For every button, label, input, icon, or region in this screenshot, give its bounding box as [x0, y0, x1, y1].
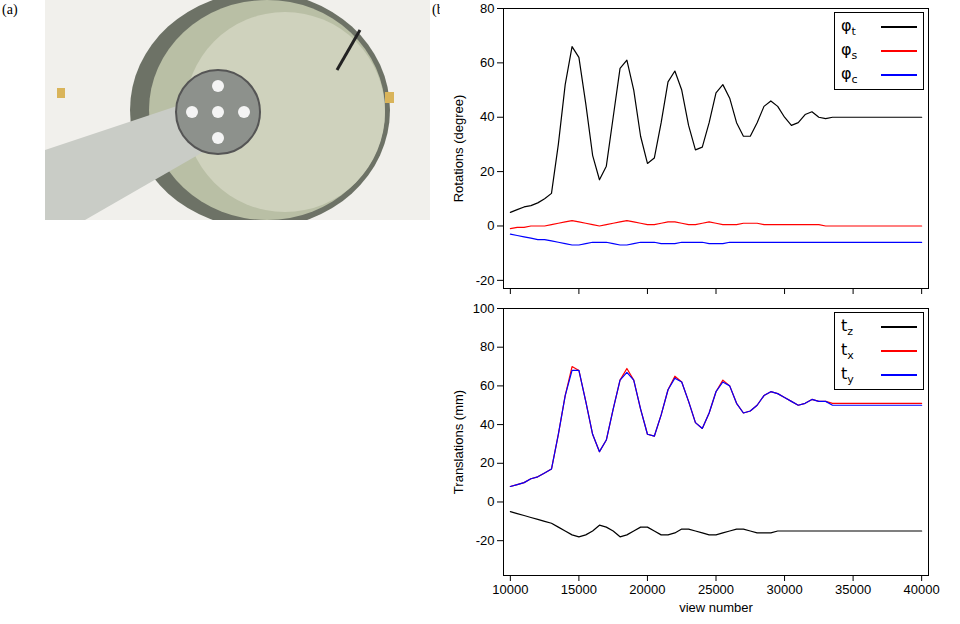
svg-text:40: 40	[480, 109, 494, 124]
html-text:φc: φc	[841, 63, 858, 87]
svg-text:0: 0	[487, 218, 494, 233]
html-text:tx: tx	[841, 339, 854, 363]
svg-text:80: 80	[480, 339, 494, 354]
svg-text:60: 60	[480, 55, 494, 70]
svg-text:25000: 25000	[698, 582, 734, 597]
svg-text:-20: -20	[476, 533, 495, 548]
html-text:(a): (a)	[2, 2, 18, 17]
html-text:φt: φt	[841, 15, 856, 39]
svg-text:35000: 35000	[835, 582, 871, 597]
svg-text:Rotations (degree): Rotations (degree)	[451, 95, 466, 203]
svg-text:-20: -20	[476, 273, 495, 288]
svg-text:Translations (mm): Translations (mm)	[451, 390, 466, 494]
svg-text:60: 60	[480, 378, 494, 393]
html-text:ty: ty	[841, 363, 854, 387]
svg-text:40000: 40000	[904, 582, 940, 597]
svg-text:80: 80	[480, 1, 494, 16]
svg-text:20000: 20000	[629, 582, 665, 597]
svg-text:20: 20	[480, 164, 494, 179]
svg-text:10000: 10000	[492, 582, 528, 597]
svg-text:30000: 30000	[766, 582, 802, 597]
html-text:(b): (b)	[432, 2, 449, 17]
svg-text:20: 20	[480, 455, 494, 470]
html-text:tz: tz	[841, 315, 854, 339]
svg-text:100: 100	[473, 301, 495, 316]
html-text:φs: φs	[841, 39, 858, 63]
svg-text:40: 40	[480, 417, 494, 432]
svg-text:0: 0	[487, 494, 494, 509]
svg-text:15000: 15000	[561, 582, 597, 597]
svg-text:view number: view number	[679, 600, 753, 615]
